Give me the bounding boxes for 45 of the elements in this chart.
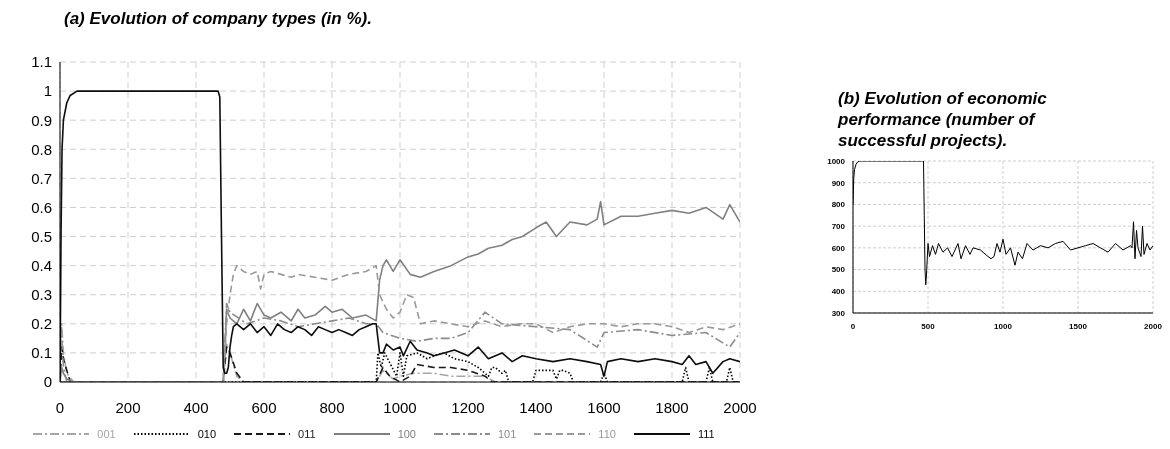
x-tick-label: 2000: [1144, 321, 1163, 331]
x-tick-label: 1500: [1069, 321, 1088, 331]
y-tick-label: 0.1: [31, 344, 52, 362]
y-tick-label: 800: [831, 200, 846, 210]
text: 011: [298, 428, 316, 440]
x-tick-label: 1000: [994, 321, 1013, 331]
y-tick-label: 0.6: [31, 198, 52, 216]
y-tick-label: 700: [831, 221, 846, 231]
y-tick-label: 0.9: [31, 111, 52, 129]
y-tick-label: 0.4: [31, 256, 52, 274]
text: 010: [197, 428, 217, 440]
x-tick-label: 1200: [451, 398, 485, 416]
y-tick-label: 1.1: [31, 53, 52, 71]
chart-title: (b) Evolution of economic performance (number of successful projects).: [836, 88, 1048, 151]
y-tick-label: 1000: [827, 156, 846, 166]
text: 110: [598, 428, 616, 440]
text: 101: [497, 428, 517, 440]
y-tick-label: 300: [831, 308, 846, 318]
y-tick-label: 0: [43, 373, 52, 391]
y-tick-label: 500: [831, 265, 846, 275]
text: 111: [697, 428, 715, 440]
y-tick-label: 400: [831, 287, 846, 297]
y-tick-label: 0.3: [31, 286, 52, 304]
x-tick-label: 1000: [383, 398, 417, 416]
y-tick-label: 900: [831, 178, 846, 188]
x-tick-label: 1800: [655, 398, 689, 416]
x-tick-label: 2000: [723, 398, 757, 416]
chart-title: (a) Evolution of company types (in %).: [63, 8, 373, 30]
x-tick-label: 1600: [587, 398, 621, 416]
x-tick-label: 1400: [519, 398, 553, 416]
x-tick-label: 500: [921, 321, 936, 331]
x-tick-label: 400: [183, 398, 209, 416]
y-tick-label: 0.8: [31, 140, 52, 158]
text: 001: [97, 428, 116, 440]
x-tick-label: 600: [251, 398, 277, 416]
y-tick-label: 0.5: [31, 227, 52, 245]
x-tick-label: 0: [850, 321, 856, 331]
x-tick-label: 0: [55, 398, 65, 416]
x-tick-label: 800: [319, 398, 345, 416]
y-tick-label: 0.2: [31, 315, 52, 333]
y-tick-label: 600: [831, 243, 846, 253]
x-tick-label: 200: [115, 398, 141, 416]
y-tick-label: 0.7: [31, 169, 52, 187]
y-tick-label: 1: [43, 82, 52, 100]
text: 100: [397, 428, 416, 440]
